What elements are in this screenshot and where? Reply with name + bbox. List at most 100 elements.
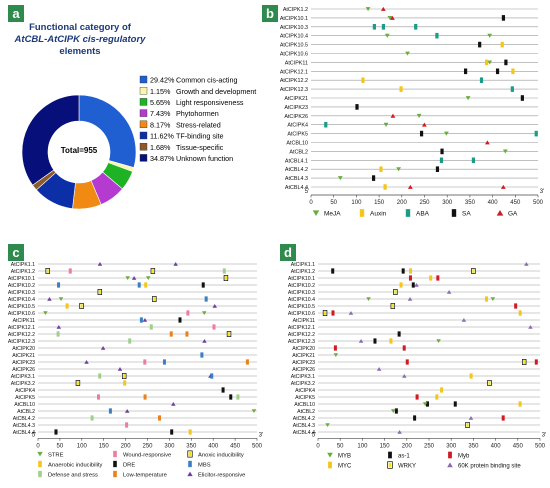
legend-label-defense-and-stress: Defense and stress — [48, 473, 98, 479]
panel-b-letter-box — [262, 5, 278, 22]
element-mbs-atcbl2 — [108, 408, 112, 414]
gene-label-atcipk12-3: AtCIPK12.3 — [8, 339, 35, 345]
gene-label-atcipk10-1: AtCIPK10.1 — [8, 276, 35, 282]
element-anoxic-inducibility-atcipk10-3-inner — [98, 290, 101, 294]
panel-a-title-line-3: elements — [59, 46, 100, 57]
element-aba-atcbl4-1 — [439, 157, 444, 164]
legend-swatch-tissue-specific — [139, 142, 148, 151]
axis-tick-label: 500 — [535, 443, 546, 449]
element-myb-atcipk10-1 — [408, 275, 412, 281]
gene-label-atcipk12-1: AtCIPK12.1 — [8, 325, 35, 331]
element-anoxic-inducibility-atcipk3-1-inner — [123, 374, 126, 378]
gene-label-atcbl4-2: AtCBL4.2 — [285, 167, 308, 173]
gene-label-atcipk12-2: AtCIPK12.2 — [288, 332, 315, 338]
axis-tick-label: 50 — [330, 200, 337, 206]
element-myb-atcipk10-5 — [514, 303, 518, 309]
gene-label-atcipk23: AtCIPK23 — [12, 360, 35, 366]
element-meja-atcipk5 — [443, 131, 449, 136]
axis-tick-label: 100 — [357, 443, 368, 449]
gene-label-atcipk26: AtCIPK26 — [12, 367, 35, 373]
legend-swatch-light-responsiveness — [139, 98, 148, 106]
legend-label-anaerobic-inducibility: Anaerobic inducibility — [48, 463, 103, 469]
gene-label-atcbl4-4: AtCBL4.4 — [13, 430, 35, 436]
element-anoxic-inducibility-atcipk1-2-inner — [151, 269, 154, 273]
axis-tick-label: 400 — [488, 200, 499, 206]
legend-swatch-tf-binding-site — [139, 131, 148, 140]
element-sa-atcipk12-1 — [463, 68, 468, 75]
element-meja-atcbl2 — [502, 149, 508, 154]
element-low-temperature-atcipk23 — [245, 359, 249, 365]
element-mbs-atcipk21 — [200, 352, 204, 358]
element-elicitor-responsive-atcipk12-1 — [56, 324, 62, 329]
element-anaerobic-inducibility-atcipk10-5 — [65, 303, 69, 309]
legend-marker-meja — [312, 210, 320, 216]
element-60k-protein-binding-site-atcbl4-4 — [397, 429, 402, 434]
element-dre-atcbl4-4 — [54, 429, 58, 435]
element-wound-responsive-atcbl4-3 — [125, 422, 129, 428]
element-myb-atcipk20 — [333, 345, 337, 351]
panel-b: b AtCIPK1.2 AtCIPK10.1 AtCIPK10.3 AtCIPK10.… — [262, 5, 544, 218]
gene-label-atcipk11: AtCIPK11 — [285, 60, 308, 66]
legend-marker-anoxic-inducibility-inner — [188, 451, 192, 457]
element-sa-atcipk10-1 — [501, 15, 506, 21]
gene-label-atcipk1-2: AtCIPK1.2 — [283, 7, 308, 13]
axis-tick-label: 200 — [402, 443, 413, 449]
legend-swatch-growth-and-development — [139, 86, 148, 95]
axis-tick-label: 100 — [351, 200, 362, 206]
gene-label-atcipk23: AtCIPK23 — [292, 360, 315, 366]
element-aba-atcipk12-2 — [479, 77, 484, 83]
legend-marker-aba — [405, 209, 411, 217]
axis-tick-label: 250 — [419, 200, 430, 206]
axis-tick-label: 250 — [424, 443, 435, 449]
element-defense-and-stress-atcipk5 — [236, 394, 240, 400]
element-defense-and-stress-atcipk12-1 — [149, 324, 153, 330]
gene-label-atcipk23: AtCIPK23 — [284, 105, 308, 111]
element-myb-atcipk23 — [405, 359, 409, 365]
element-low-temperature-atcbl4-2 — [158, 415, 162, 421]
gene-label-atcipk10-5: AtCIPK10.5 — [8, 304, 35, 310]
legend-label-light-responsiveness: Light responsiveness — [176, 98, 244, 107]
gene-label-atcipk10-4: AtCIPK10.4 — [280, 34, 308, 40]
element-defense-and-stress-atcbl4-2 — [90, 415, 94, 421]
panel-d-letter: d — [284, 245, 292, 260]
element-myc-atcipk3-1 — [469, 373, 473, 379]
axis-tick-label: 400 — [491, 443, 502, 449]
legend-label-common-cis-acting: Common cis-acting — [176, 76, 238, 85]
element-aba-atcipk10-3 — [381, 24, 386, 30]
stress-element-map: AtCIPK1.1AtCIPK1.2AtCIPK10.1AtCIPK10.2At… — [8, 261, 263, 479]
element-wound-responsive-atcipk5 — [97, 394, 101, 400]
element-auxin-atcbl4-2 — [379, 166, 383, 172]
legend-label-growth-and-development: Growth and development — [176, 87, 256, 96]
gene-label-atcipk5: AtCIPK5 — [295, 395, 315, 401]
axis-tick-label: 450 — [510, 200, 521, 206]
legend-percent-tissue-specific: 1.68% — [150, 143, 171, 152]
element-ga-atcipk26 — [390, 113, 396, 118]
legend-percent-unknown-function: 34.87% — [150, 154, 175, 163]
element-sa-atcipk12-1 — [495, 68, 500, 75]
legend-marker-as-1 — [388, 451, 392, 459]
legend-label-low-temperature: Low-temperature — [123, 473, 167, 479]
gene-label-atcbl4-3: AtCBL4.3 — [285, 176, 308, 182]
legend-label-wound-responsive: Wound-responsive — [123, 453, 171, 459]
element-as-1-atcbl2 — [394, 408, 398, 414]
element-auxin-atcipk12-2 — [361, 77, 365, 83]
element-aba-atcipk12-3 — [510, 86, 514, 92]
element-ga-atcipk4 — [421, 122, 427, 127]
gene-label-atcipk11: AtCIPK11 — [293, 318, 316, 324]
legend-percent-phytohormen: 7.43% — [150, 109, 171, 118]
element-myb-atcipk5 — [415, 394, 419, 400]
legend-marker-anaerobic-inducibility — [38, 460, 42, 468]
gene-label-atcipk10-5: AtCIPK10.5 — [280, 43, 308, 49]
legend-label-60k-protein-binding-site: 60K protein binding site — [458, 464, 521, 470]
gene-label-atcipk12-3: AtCIPK12.3 — [288, 339, 315, 345]
gene-label-atcipk1-1: AtCIPK1.1 — [11, 262, 35, 268]
element-myc-atcipk10-1 — [429, 275, 433, 281]
panel-c: c AtCIPK1.1AtCIPK1.2AtCIPK10.1AtCIPK10.2… — [8, 244, 263, 479]
gene-label-atcbl4-4: AtCBL4.4 — [293, 430, 315, 436]
element-sa-atcbl4-3 — [371, 175, 376, 181]
legend-marker-auxin — [359, 209, 365, 217]
element-wrky-atcipk10-6-inner — [323, 311, 327, 315]
legend-percent-common-cis-acting: 29.42% — [150, 76, 175, 85]
element-myc-atcipk10-6 — [518, 310, 522, 316]
